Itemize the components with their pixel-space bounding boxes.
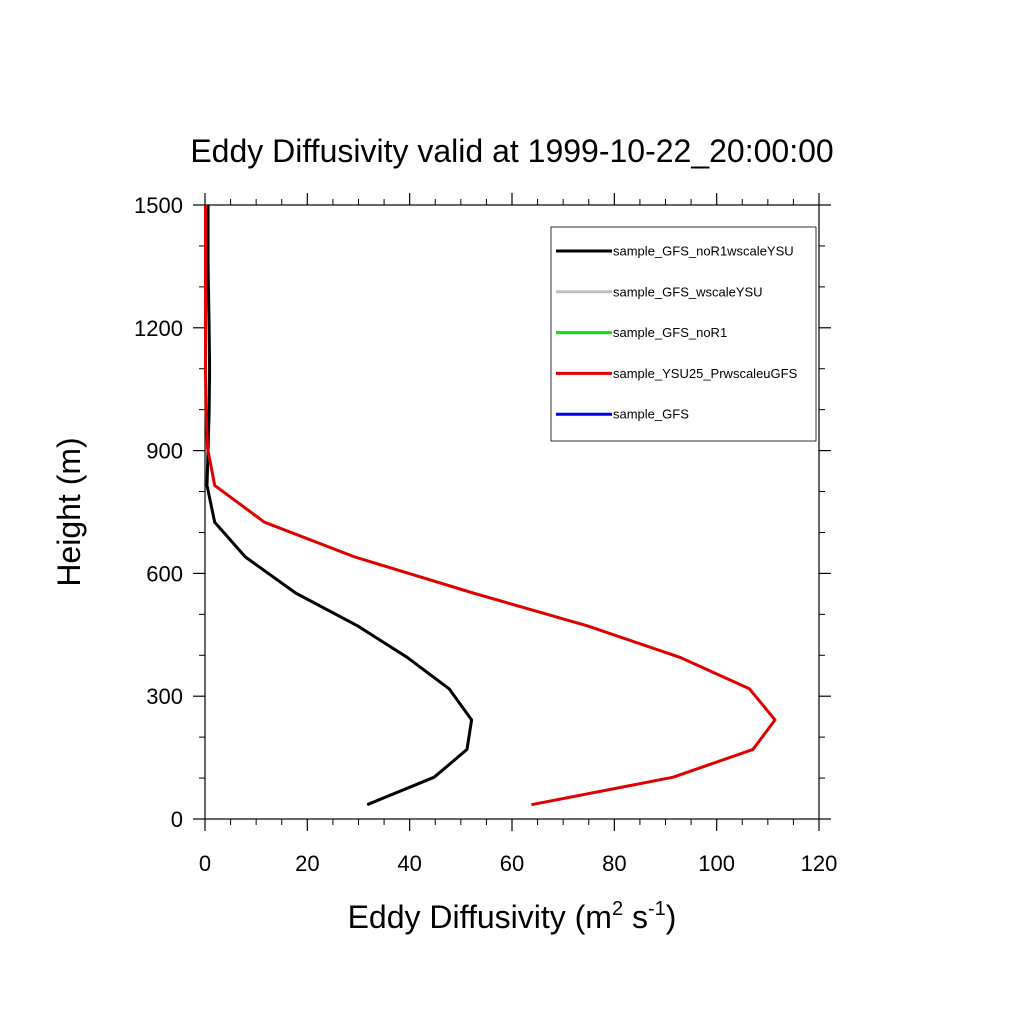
y-tick-label: 1500 <box>134 193 183 218</box>
legend-label: sample_GFS_noR1 <box>613 325 727 340</box>
series-line-3 <box>204 205 777 807</box>
tick-marks <box>193 193 831 831</box>
legend-label: sample_GFS <box>613 407 689 422</box>
x-tick-label: 0 <box>199 851 211 876</box>
series-line-0 <box>205 205 474 807</box>
x-tick-label: 100 <box>698 851 735 876</box>
x-axis-label: Eddy Diffusivity (m2 s-1) <box>348 898 677 935</box>
legend: sample_GFS_noR1wscaleYSU sample_GFS_wscal… <box>550 226 817 442</box>
chart-title: Eddy Diffusivity valid at 1999-10-22_20:… <box>190 133 833 169</box>
legend-label: sample_GFS_wscaleYSU <box>613 284 763 299</box>
x-tick-label: 40 <box>397 851 421 876</box>
y-tick-label: 1200 <box>134 316 183 341</box>
y-tick-label: 300 <box>146 684 183 709</box>
y-tick-label: 600 <box>146 561 183 586</box>
y-tick-label: 900 <box>146 439 183 464</box>
x-tick-label: 60 <box>500 851 524 876</box>
y-axis-label: Height (m) <box>51 437 87 586</box>
legend-items: sample_GFS_noR1wscaleYSU sample_GFS_wscal… <box>556 244 798 422</box>
x-tick-label: 120 <box>801 851 838 876</box>
y-tick-label: 0 <box>171 807 183 832</box>
x-tick-label: 80 <box>602 851 626 876</box>
legend-label: sample_GFS_noR1wscaleYSU <box>613 244 794 259</box>
x-tick-label: 20 <box>295 851 319 876</box>
legend-label: sample_YSU25_PrwscaleuGFS <box>613 366 798 381</box>
series-lines <box>204 205 777 807</box>
plot-frame <box>204 204 820 820</box>
